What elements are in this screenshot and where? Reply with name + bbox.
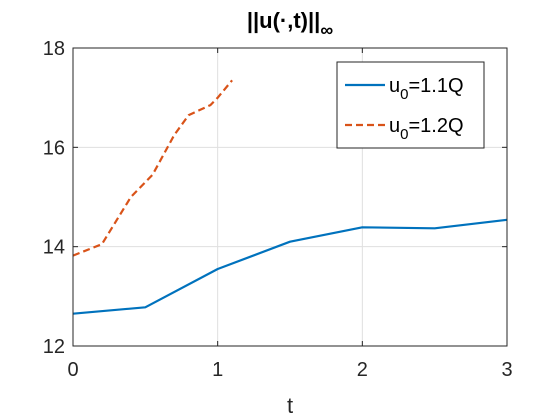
- chart-title-subscript: ∞: [320, 20, 333, 40]
- legend-label-1: u0=1.1Q: [389, 75, 464, 103]
- series-line-2: [72, 79, 233, 257]
- y-tick-label: 16: [43, 137, 65, 159]
- legend-box: [336, 61, 485, 149]
- legend-label-base: u: [389, 75, 400, 97]
- y-tick-label: 14: [43, 237, 65, 259]
- plot-area-border: [72, 47, 508, 347]
- x-axis-label: t: [287, 393, 293, 418]
- legend-label-subscript: 0: [400, 126, 408, 143]
- y-tick-label: 18: [43, 38, 65, 60]
- chart-title: ||u(·,t)||∞: [247, 8, 333, 40]
- legend-label-2: u0=1.2Q: [389, 115, 464, 143]
- plot-lines: [72, 79, 508, 315]
- legend-label-subscript: 0: [400, 86, 408, 103]
- series-line-1: [72, 218, 508, 315]
- legend-label-rest: =1.2Q: [408, 115, 463, 137]
- x-tick-label: 1: [212, 359, 223, 381]
- x-tick-label: 3: [501, 359, 512, 381]
- x-tick-label: 2: [357, 359, 368, 381]
- y-tick-label: 12: [43, 336, 65, 358]
- legend-label-base: u: [389, 115, 400, 137]
- chart-title-main: ||u(·,t)||: [247, 8, 320, 33]
- legend-label-rest: =1.1Q: [408, 75, 463, 97]
- x-tick-label: 0: [67, 359, 78, 381]
